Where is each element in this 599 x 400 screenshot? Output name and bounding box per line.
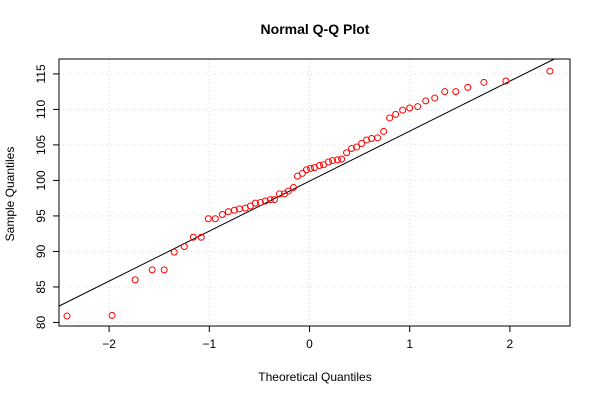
data-point: [374, 134, 382, 142]
y-tick-label: 105: [34, 135, 48, 155]
plot-frame: [58, 58, 571, 327]
y-tick-label: 95: [34, 209, 48, 223]
data-point: [211, 215, 219, 223]
data-point: [302, 166, 310, 174]
data-point: [353, 143, 361, 151]
data-point: [197, 233, 205, 241]
y-tick-label: 115: [34, 64, 48, 83]
data-point: [386, 114, 394, 122]
data-point: [298, 169, 306, 177]
data-point: [218, 211, 226, 219]
data-point: [131, 276, 139, 284]
x-tick-label: 2: [507, 337, 514, 351]
data-point: [261, 197, 269, 205]
grid: [59, 59, 570, 326]
data-point: [189, 233, 197, 241]
data-point: [325, 158, 333, 166]
data-point: [441, 88, 449, 96]
data-point: [363, 136, 371, 144]
data-point: [464, 83, 472, 91]
data-point: [170, 248, 178, 256]
data-point: [266, 196, 274, 204]
data-point: [148, 266, 156, 274]
data-point: [338, 155, 346, 163]
x-tick-label: 1: [406, 337, 413, 351]
data-point: [160, 266, 168, 274]
data-point: [480, 78, 488, 86]
data-point: [316, 162, 324, 170]
data-point: [329, 157, 337, 165]
data-point: [63, 312, 71, 320]
data-point: [392, 110, 400, 118]
y-axis-label: Sample Quantiles: [3, 147, 17, 242]
data-point: [502, 77, 510, 85]
data-point: [358, 140, 366, 148]
data-point: [270, 196, 278, 204]
data-point: [422, 97, 430, 105]
data-point: [452, 88, 460, 96]
data-point: [348, 144, 356, 152]
data-point: [256, 198, 264, 206]
data-point: [230, 206, 238, 214]
x-tick-label: −2: [102, 337, 116, 351]
chart-title: Normal Q-Q Plot: [261, 21, 370, 37]
data-points: [63, 67, 554, 320]
data-point: [251, 199, 259, 207]
y-tick-label: 85: [34, 280, 48, 294]
data-point: [275, 190, 283, 198]
y-tick-label: 110: [34, 100, 48, 119]
data-point: [306, 164, 314, 172]
data-point: [224, 208, 232, 216]
data-point: [380, 127, 388, 135]
data-point: [406, 104, 414, 112]
x-tick-label: −1: [202, 337, 216, 351]
data-point: [204, 215, 212, 223]
data-point: [546, 67, 554, 75]
x-axis-label: Theoretical Quantiles: [258, 370, 371, 384]
y-axis: 80 85 90 95 100 105 110 115: [34, 64, 59, 329]
data-point: [334, 156, 342, 164]
data-point: [343, 149, 351, 157]
data-point: [180, 242, 188, 250]
data-point: [284, 187, 292, 195]
y-tick-label: 90: [34, 244, 48, 258]
x-axis: −2 −1 0 1 2: [102, 326, 514, 351]
y-tick-label: 100: [34, 170, 48, 190]
x-tick-label: 0: [306, 337, 313, 351]
data-point: [414, 103, 422, 111]
data-point: [399, 106, 407, 114]
reference-line: [58, 58, 555, 307]
data-point: [108, 311, 116, 319]
data-point: [289, 184, 297, 192]
y-tick-label: 80: [34, 315, 48, 329]
data-point: [431, 94, 439, 102]
